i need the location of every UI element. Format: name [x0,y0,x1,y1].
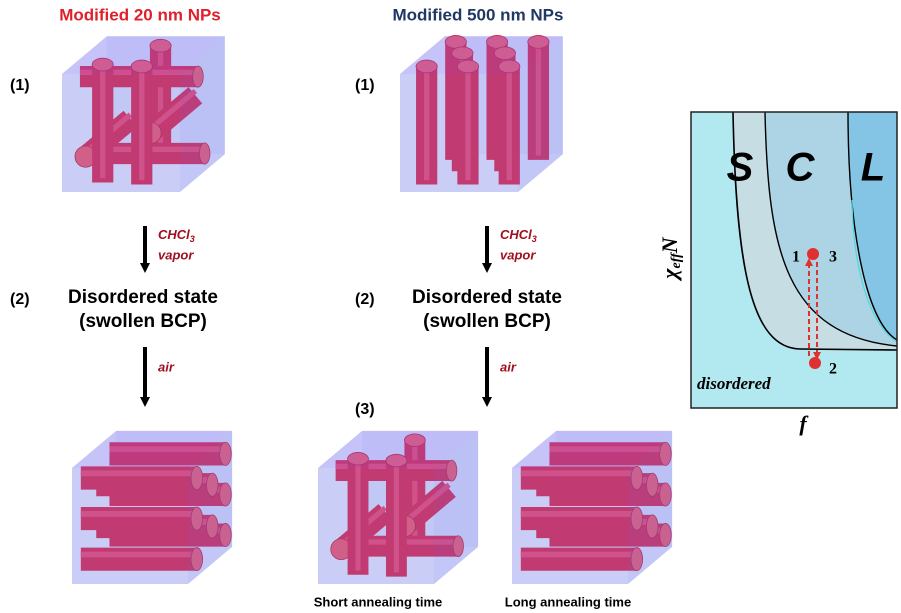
state-text: (swollen BCP) [79,311,207,332]
cube-face [400,74,518,192]
cube-face [512,468,628,584]
figure: Modified 20 nm NPs Modified 500 nm NPs (… [0,0,901,613]
cube-face [318,468,434,584]
column-title: Modified 500 nm NPs [393,5,564,24]
cube [62,36,225,192]
cube [400,36,563,192]
y-axis-symbol: N [657,236,682,254]
y-axis-symbol: χ [657,268,682,282]
y-axis-subscript: eff [669,252,684,269]
cube [512,431,672,584]
cube-face [62,74,180,192]
subscript: 3 [190,234,195,244]
subscript: 3 [532,234,537,244]
condition: vapor [158,247,194,262]
step-label: (2) [10,291,30,308]
condition: CHCl3 [158,227,195,244]
cube [72,431,232,584]
step-label: (1) [10,77,30,94]
state-point [809,357,821,369]
step-label: (1) [355,77,375,94]
caption: Long annealing time [505,594,631,609]
step-label: (3) [355,401,375,418]
condition: air [158,359,175,374]
condition-text: CHCl [500,227,532,242]
y-axis-label: χeffN [657,236,684,282]
state-text: Disordered state [68,287,218,308]
region-label: disordered [697,374,771,393]
cube-face [72,468,188,584]
step-label: (2) [355,291,375,308]
phase-label: C [786,146,816,190]
cube [318,431,478,584]
cube-illustrations [62,36,672,584]
condition: vapor [500,247,536,262]
state-text: Disordered state [412,287,562,308]
point-label: 1 [792,249,800,266]
state-text: (swollen BCP) [423,311,551,332]
phase-label: L [861,146,885,190]
condition-text: CHCl [158,227,190,242]
condition: CHCl3 [500,227,537,244]
x-axis-label: f [799,411,809,436]
state-point [807,248,819,260]
point-label: 3 [829,249,837,266]
column-title: Modified 20 nm NPs [59,5,221,24]
phase-diagram: S C L 1 2 3 disordered f χeffN [657,112,897,436]
condition: air [500,359,517,374]
caption: Short annealing time [314,594,443,609]
point-label: 2 [829,361,837,378]
phase-label: S [727,146,754,190]
